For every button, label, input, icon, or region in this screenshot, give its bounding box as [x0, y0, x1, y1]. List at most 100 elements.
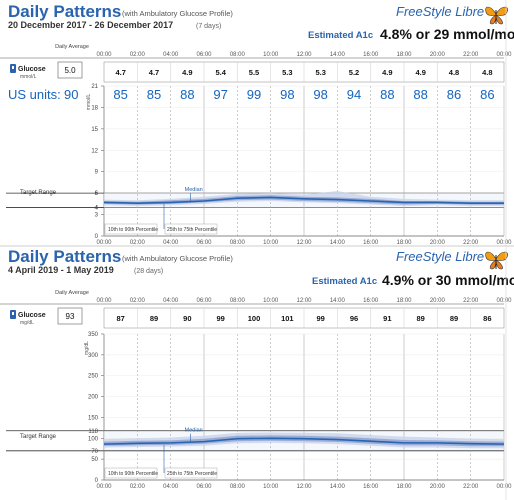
time-tick-label-bottom: 06:00: [196, 240, 212, 246]
y-axis-tick-label: 200: [88, 395, 99, 401]
time-tick-label: 08:00: [230, 52, 246, 58]
time-tick-label: 04:00: [163, 52, 179, 58]
report-panel-december-2017: Daily Patterns (with Ambulatory Glucose …: [0, 2, 514, 246]
time-tick-label: 06:00: [196, 298, 212, 304]
time-tick-label: 22:00: [463, 298, 479, 304]
us-unit-value: 94: [347, 87, 361, 102]
time-tick-label-bottom: 16:00: [363, 240, 379, 246]
daily-average-value: 5.0: [64, 66, 76, 75]
time-tick-label-bottom: 02:00: [130, 484, 146, 490]
time-tick-label: 20:00: [430, 298, 446, 304]
date-range: 4 April 2019 - 1 May 2019: [8, 265, 114, 275]
estimated-a1c-value: 4.9% or 30 mmol/mol: [382, 272, 514, 288]
time-tick-label-bottom: 10:00: [263, 484, 279, 490]
us-units-label: US units:: [8, 87, 61, 102]
hourly-average-value: 4.9: [382, 68, 392, 77]
median-line: [103, 437, 505, 445]
percentile-10-90-legend: [104, 223, 158, 235]
day-count: (7 days): [196, 23, 221, 30]
report-title: Daily Patterns: [8, 247, 121, 266]
time-tick-label-bottom: 22:00: [463, 484, 479, 490]
time-tick-label: 12:00: [296, 298, 312, 304]
us-unit-value: 88: [380, 87, 394, 102]
percentile-25-75-legend: [164, 467, 218, 479]
us-unit-value: 88: [180, 87, 194, 102]
us-unit-value: 86: [447, 87, 461, 102]
hourly-average-value: 96: [350, 314, 358, 323]
time-tick-label: 02:00: [130, 298, 146, 304]
time-tick-label: 16:00: [363, 52, 379, 58]
hourly-average-value: 99: [216, 314, 224, 323]
estimated-a1c-label: Estimated A1c: [308, 30, 373, 41]
time-tick-label: 20:00: [430, 52, 446, 58]
us-daily-average: 90: [64, 87, 78, 102]
time-tick-label-bottom: 12:00: [296, 484, 312, 490]
hourly-average-value: 4.9: [415, 68, 425, 77]
time-tick-label-bottom: 00:00: [496, 240, 512, 246]
time-tick-label: 00:00: [96, 52, 112, 58]
report-subtitle: (with Ambulatory Glucose Profile): [122, 9, 233, 18]
estimated-a1c-label: Estimated A1c: [312, 276, 377, 287]
glucose-label: Glucose: [18, 66, 46, 73]
time-tick-label: 00:00: [96, 298, 112, 304]
time-tick-label: 18:00: [396, 52, 412, 58]
brand-name: FreeStyle Libre: [396, 4, 484, 19]
hourly-average-value: 87: [116, 314, 124, 323]
percentile-10-90-legend: [104, 467, 158, 479]
time-tick-label-bottom: 02:00: [130, 240, 146, 246]
time-tick-label: 06:00: [196, 52, 212, 58]
agp-chart: 118 70 Median 10th to 90th Percentile 25th t…: [6, 333, 512, 490]
time-tick-label-bottom: 14:00: [330, 484, 346, 490]
us-unit-value: 85: [113, 87, 127, 102]
target-tick-label: 4: [95, 205, 99, 211]
time-tick-label-bottom: 16:00: [363, 484, 379, 490]
time-axis-top: 00:00 02:00 04:00 06:00 08:00 10:00 12:00 14:00…: [96, 298, 512, 304]
time-tick-label-bottom: 18:00: [396, 484, 412, 490]
y-axis-tick-label: 4: [95, 205, 99, 211]
median-annotation: Median: [185, 187, 203, 193]
hourly-average-value: 4.9: [182, 68, 192, 77]
day-count: (28 days): [134, 268, 163, 275]
time-tick-label: 02:00: [130, 52, 146, 58]
glucose-unit: mmol/L: [20, 74, 37, 80]
glucose-icon: [10, 310, 16, 319]
time-tick-label: 14:00: [330, 52, 346, 58]
hourly-average-value: 89: [416, 314, 424, 323]
agp-chart: 6 4 Median 10th to 90th Percentile 25th to 7…: [6, 85, 512, 246]
y-axis-tick-label: 15: [91, 127, 98, 133]
y-axis-tick-label: 50: [91, 457, 98, 463]
daily-average-header: Daily Average: [55, 44, 89, 50]
hourly-averages-row: 4.7 4.7 4.9 5.4 5.5 5.3 5.3 5.2 4.9 4.9 4.8 4.8: [115, 62, 493, 82]
time-tick-label-bottom: 18:00: [396, 240, 412, 246]
y-axis-tick-label: 21: [91, 84, 98, 90]
time-tick-label-bottom: 12:00: [296, 240, 312, 246]
glucose-icon: [10, 64, 16, 73]
time-tick-label: 08:00: [230, 298, 246, 304]
y-axis-tick-label: 0: [95, 478, 99, 484]
y-axis-tick-label: 18: [91, 105, 98, 111]
time-tick-label-bottom: 10:00: [263, 240, 279, 246]
time-tick-label-bottom: 00:00: [96, 484, 112, 490]
y-axis: 350 300 250 200 150 100 50 0: [88, 332, 105, 484]
y-axis-tick-label: 3: [95, 213, 99, 219]
time-tick-label-bottom: 00:00: [96, 240, 112, 246]
y-axis-tick-label: 150: [88, 415, 99, 421]
y-axis-tick-label: 9: [95, 170, 99, 176]
hourly-average-value: 5.3: [315, 68, 325, 77]
median-annotation: Median: [185, 428, 203, 434]
time-tick-label: 12:00: [296, 52, 312, 58]
us-units-row: 85 85 88 97 99 98 98 94 88 88 86 86: [113, 87, 494, 102]
time-tick-label-bottom: 20:00: [430, 240, 446, 246]
us-unit-value: 86: [480, 87, 494, 102]
target-tick-label: 6: [95, 191, 99, 197]
time-tick-label: 16:00: [363, 298, 379, 304]
hourly-average-value: 89: [450, 314, 458, 323]
y-axis-tick-label: 100: [88, 436, 99, 442]
y-axis-tick-label: 0: [95, 234, 99, 240]
us-unit-value: 98: [280, 87, 294, 102]
target-tick-label: 70: [91, 449, 98, 455]
hourly-average-value: 4.7: [115, 68, 125, 77]
hourly-average-value: 99: [316, 314, 324, 323]
report-panel-april-2019: Daily Patterns (with Ambulatory Glucose …: [0, 247, 514, 490]
